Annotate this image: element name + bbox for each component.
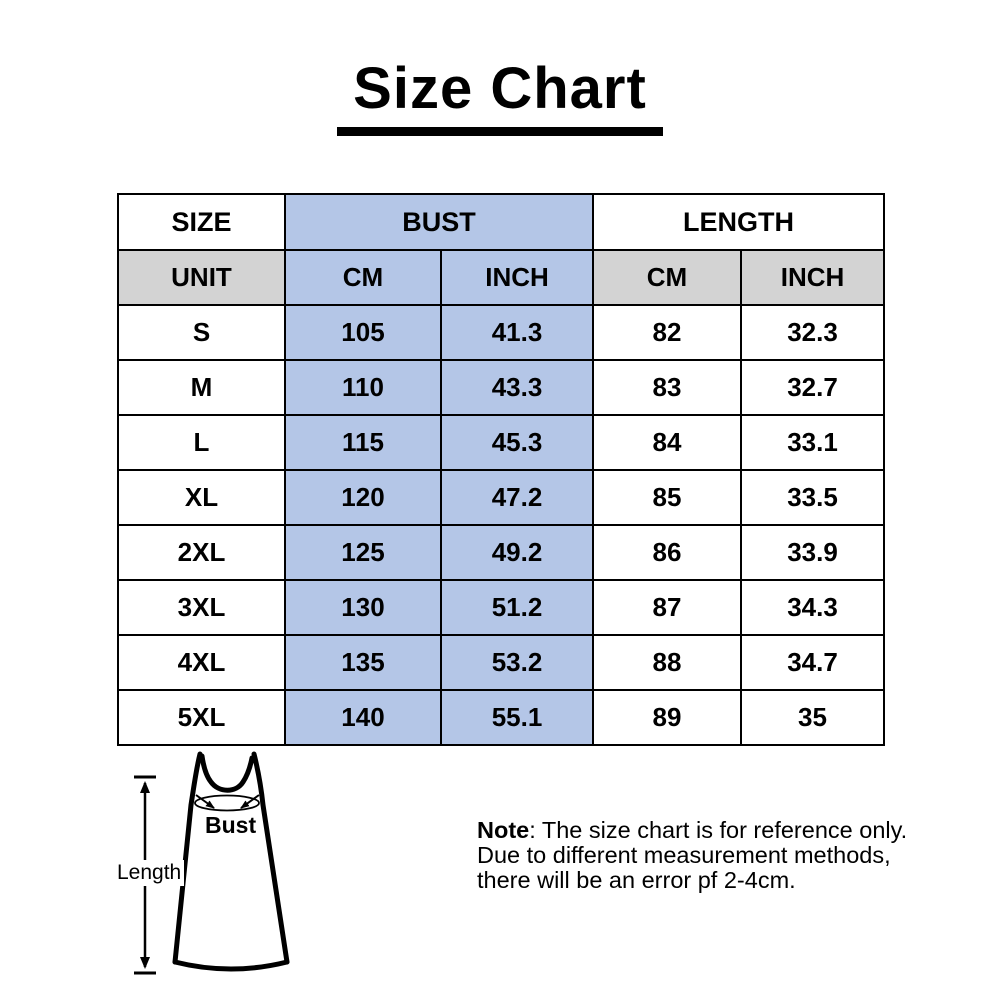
table-row: M 110 43.3 83 32.7 bbox=[117, 359, 885, 416]
table-row: 3XL 130 51.2 87 34.3 bbox=[117, 579, 885, 636]
cell-size: XL bbox=[117, 469, 286, 526]
unit-length-cm: CM bbox=[592, 249, 742, 306]
cell-length-inch: 34.7 bbox=[740, 634, 885, 691]
size-chart-table: SIZE BUST LENGTH UNIT CM INCH CM INCH S … bbox=[117, 193, 885, 746]
cell-bust-inch: 51.2 bbox=[440, 579, 594, 636]
cell-length-cm: 88 bbox=[592, 634, 742, 691]
cell-size: S bbox=[117, 304, 286, 361]
cell-bust-cm: 125 bbox=[284, 524, 442, 581]
cell-bust-cm: 130 bbox=[284, 579, 442, 636]
table-row: 4XL 135 53.2 88 34.7 bbox=[117, 634, 885, 691]
dress-outline-icon bbox=[134, 751, 290, 975]
table-row: XL 120 47.2 85 33.5 bbox=[117, 469, 885, 526]
table-row: 5XL 140 55.1 89 35 bbox=[117, 689, 885, 746]
cell-bust-inch: 49.2 bbox=[440, 524, 594, 581]
cell-length-inch: 33.1 bbox=[740, 414, 885, 471]
page-title: Size Chart bbox=[337, 55, 663, 136]
cell-bust-cm: 105 bbox=[284, 304, 442, 361]
cell-bust-cm: 120 bbox=[284, 469, 442, 526]
unit-bust-cm: CM bbox=[284, 249, 442, 306]
table-row: 2XL 125 49.2 86 33.9 bbox=[117, 524, 885, 581]
title-container: Size Chart bbox=[0, 55, 1000, 136]
table-unit-row: UNIT CM INCH CM INCH bbox=[117, 249, 885, 306]
table-row: S 105 41.3 82 32.3 bbox=[117, 304, 885, 361]
table-header-row: SIZE BUST LENGTH bbox=[117, 193, 885, 251]
length-dimension-label: Length bbox=[114, 860, 185, 886]
unit-label: UNIT bbox=[117, 249, 286, 306]
cell-bust-inch: 47.2 bbox=[440, 469, 594, 526]
cell-bust-inch: 55.1 bbox=[440, 689, 594, 746]
cell-length-inch: 34.3 bbox=[740, 579, 885, 636]
cell-size: 2XL bbox=[117, 524, 286, 581]
header-bust: BUST bbox=[284, 193, 594, 251]
cell-bust-inch: 45.3 bbox=[440, 414, 594, 471]
cell-length-cm: 83 bbox=[592, 359, 742, 416]
cell-size: M bbox=[117, 359, 286, 416]
cell-length-cm: 89 bbox=[592, 689, 742, 746]
cell-length-cm: 87 bbox=[592, 579, 742, 636]
note-line3: there will be an error pf 2-4cm. bbox=[477, 867, 796, 893]
cell-bust-cm: 135 bbox=[284, 634, 442, 691]
unit-bust-inch: INCH bbox=[440, 249, 594, 306]
cell-length-inch: 32.7 bbox=[740, 359, 885, 416]
bust-dimension-label: Bust bbox=[205, 812, 257, 838]
unit-length-inch: INCH bbox=[740, 249, 885, 306]
note-prefix: Note bbox=[477, 817, 530, 843]
cell-bust-cm: 115 bbox=[284, 414, 442, 471]
cell-length-inch: 33.5 bbox=[740, 469, 885, 526]
dress-measurement-diagram: Length Bust bbox=[110, 750, 370, 1000]
cell-bust-inch: 53.2 bbox=[440, 634, 594, 691]
cell-length-inch: 35 bbox=[740, 689, 885, 746]
cell-size: L bbox=[117, 414, 286, 471]
cell-length-cm: 82 bbox=[592, 304, 742, 361]
cell-length-inch: 33.9 bbox=[740, 524, 885, 581]
cell-bust-cm: 140 bbox=[284, 689, 442, 746]
cell-size: 3XL bbox=[117, 579, 286, 636]
cell-size: 5XL bbox=[117, 689, 286, 746]
cell-bust-inch: 41.3 bbox=[440, 304, 594, 361]
note-line: Note: The size chart is for reference on… bbox=[477, 818, 957, 843]
note-text: Note: The size chart is for reference on… bbox=[477, 818, 957, 893]
note-line2: Due to different measurement methods, bbox=[477, 842, 891, 868]
header-size: SIZE bbox=[117, 193, 286, 251]
header-length: LENGTH bbox=[592, 193, 885, 251]
cell-bust-inch: 43.3 bbox=[440, 359, 594, 416]
cell-length-inch: 32.3 bbox=[740, 304, 885, 361]
note-line1: : The size chart is for reference only. bbox=[529, 817, 908, 843]
cell-length-cm: 84 bbox=[592, 414, 742, 471]
cell-size: 4XL bbox=[117, 634, 286, 691]
cell-length-cm: 86 bbox=[592, 524, 742, 581]
cell-bust-cm: 110 bbox=[284, 359, 442, 416]
cell-length-cm: 85 bbox=[592, 469, 742, 526]
table-row: L 115 45.3 84 33.1 bbox=[117, 414, 885, 471]
